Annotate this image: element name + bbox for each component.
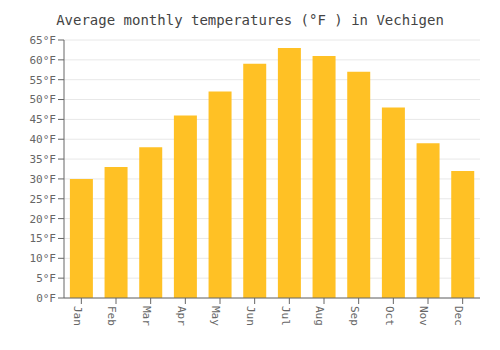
svg-text:Mar: Mar <box>140 306 153 326</box>
svg-text:Aug: Aug <box>313 306 326 326</box>
svg-text:45°F: 45°F <box>30 113 57 126</box>
svg-text:25°F: 25°F <box>30 193 57 206</box>
svg-text:Apr: Apr <box>175 306 188 326</box>
svg-text:Dec: Dec <box>452 306 465 326</box>
svg-text:Jul: Jul <box>279 306 292 326</box>
svg-text:Sep: Sep <box>348 306 361 326</box>
svg-text:Feb: Feb <box>105 306 118 326</box>
svg-text:40°F: 40°F <box>30 133 57 146</box>
html-text:Average monthly temperatures (: Average monthly temperatures (°F ) in Ve… <box>56 12 444 28</box>
svg-text:35°F: 35°F <box>30 153 57 166</box>
svg-text:65°F: 65°F <box>30 34 57 47</box>
svg-text:5°F: 5°F <box>36 272 56 285</box>
svg-text:10°F: 10°F <box>30 252 57 265</box>
svg-text:Nov: Nov <box>417 306 430 326</box>
svg-text:50°F: 50°F <box>30 93 57 106</box>
svg-text:Jan: Jan <box>71 306 84 326</box>
svg-text:55°F: 55°F <box>30 74 57 87</box>
svg-text:30°F: 30°F <box>30 173 57 186</box>
svg-text:Jun: Jun <box>244 306 257 326</box>
svg-text:Oct: Oct <box>383 306 396 326</box>
svg-text:0°F: 0°F <box>36 292 56 305</box>
svg-text:60°F: 60°F <box>30 54 57 67</box>
svg-text:15°F: 15°F <box>30 232 57 245</box>
svg-text:20°F: 20°F <box>30 213 57 226</box>
svg-text:May: May <box>209 306 222 326</box>
